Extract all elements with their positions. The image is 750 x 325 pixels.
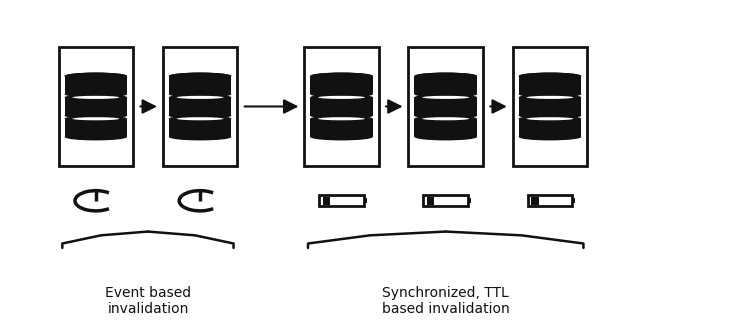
Bar: [64, 98, 127, 116]
Ellipse shape: [169, 134, 231, 140]
Ellipse shape: [169, 115, 231, 122]
Ellipse shape: [422, 96, 470, 99]
Ellipse shape: [415, 115, 477, 122]
FancyBboxPatch shape: [304, 47, 379, 166]
Bar: [572, 198, 575, 203]
Ellipse shape: [526, 117, 574, 120]
Ellipse shape: [310, 91, 373, 98]
Ellipse shape: [310, 134, 373, 140]
Bar: [519, 98, 581, 116]
Bar: [310, 98, 373, 116]
Ellipse shape: [64, 115, 127, 122]
Ellipse shape: [526, 74, 574, 78]
Bar: [415, 98, 477, 116]
Ellipse shape: [310, 72, 373, 79]
Bar: [310, 76, 373, 94]
Ellipse shape: [422, 74, 470, 78]
Ellipse shape: [519, 91, 581, 98]
Bar: [415, 76, 477, 94]
Ellipse shape: [318, 74, 365, 78]
Ellipse shape: [169, 91, 231, 98]
Ellipse shape: [64, 72, 127, 79]
Ellipse shape: [310, 115, 373, 122]
Bar: [64, 76, 127, 94]
Bar: [310, 119, 373, 137]
Ellipse shape: [176, 117, 224, 120]
Ellipse shape: [519, 134, 581, 140]
Ellipse shape: [415, 94, 477, 101]
Bar: [364, 198, 367, 203]
Ellipse shape: [415, 72, 477, 79]
Ellipse shape: [415, 91, 477, 98]
Ellipse shape: [415, 72, 477, 79]
Ellipse shape: [176, 74, 224, 78]
FancyBboxPatch shape: [513, 47, 587, 166]
Ellipse shape: [169, 72, 231, 79]
Ellipse shape: [169, 112, 231, 119]
Ellipse shape: [73, 96, 119, 99]
Ellipse shape: [519, 115, 581, 122]
Bar: [415, 119, 477, 137]
Ellipse shape: [318, 96, 365, 99]
FancyBboxPatch shape: [320, 195, 364, 206]
FancyBboxPatch shape: [58, 47, 133, 166]
Ellipse shape: [519, 112, 581, 119]
Text: Synchronized, TTL
based invalidation: Synchronized, TTL based invalidation: [382, 286, 509, 316]
Bar: [169, 98, 231, 116]
Ellipse shape: [310, 72, 373, 79]
Ellipse shape: [73, 117, 119, 120]
Ellipse shape: [64, 72, 127, 79]
Ellipse shape: [310, 112, 373, 119]
Ellipse shape: [519, 72, 581, 79]
Ellipse shape: [176, 96, 224, 99]
FancyBboxPatch shape: [163, 47, 237, 166]
Bar: [169, 76, 231, 94]
Ellipse shape: [64, 91, 127, 98]
Bar: [519, 119, 581, 137]
Ellipse shape: [415, 134, 477, 140]
Bar: [532, 197, 538, 204]
Ellipse shape: [169, 72, 231, 79]
Bar: [323, 197, 330, 204]
Text: Event based
invalidation: Event based invalidation: [105, 286, 191, 316]
Ellipse shape: [73, 74, 119, 78]
Ellipse shape: [310, 94, 373, 101]
Ellipse shape: [318, 117, 365, 120]
Bar: [169, 119, 231, 137]
Bar: [468, 198, 471, 203]
Ellipse shape: [64, 112, 127, 119]
Ellipse shape: [519, 72, 581, 79]
Ellipse shape: [64, 134, 127, 140]
Bar: [427, 197, 434, 204]
FancyBboxPatch shape: [409, 47, 483, 166]
FancyBboxPatch shape: [424, 195, 468, 206]
FancyBboxPatch shape: [527, 195, 572, 206]
Ellipse shape: [169, 94, 231, 101]
Ellipse shape: [526, 96, 574, 99]
Ellipse shape: [64, 94, 127, 101]
Ellipse shape: [415, 112, 477, 119]
Bar: [64, 119, 127, 137]
Ellipse shape: [519, 94, 581, 101]
Ellipse shape: [422, 117, 470, 120]
Bar: [519, 76, 581, 94]
